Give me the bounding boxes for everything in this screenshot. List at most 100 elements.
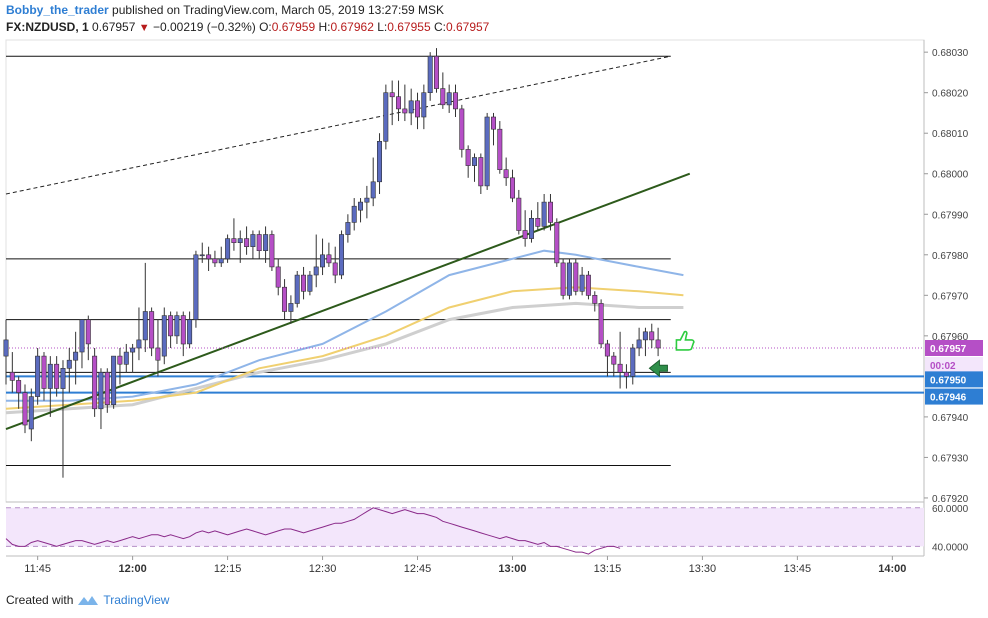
bull-candle [484,116,490,187]
bear-candle [604,343,610,357]
last-price: 0.67957 [92,20,136,34]
bear-candle [573,262,579,292]
current-price-tag-bg [925,340,983,356]
bull-candle [199,254,205,257]
bear-candle [149,311,155,349]
bear-candle [300,274,306,292]
bull-candle [218,258,224,264]
bull-candle [408,100,414,114]
high-value: 0.67962 [330,20,374,34]
bull-candle [351,205,357,223]
bear-candle [244,238,250,248]
x-tick-label: 11:45 [24,563,51,575]
high-label: H: [318,20,331,34]
bull-candle [579,274,585,292]
x-tick-label: 12:00 [119,563,147,575]
bull-candle [288,303,294,312]
bull-candle [250,234,256,247]
bear-candle [92,355,98,410]
bull-candle [35,355,41,397]
open-value: 0.67959 [271,20,316,34]
bear-candle [560,262,566,296]
tradingview-brand[interactable]: TradingView [103,593,170,607]
bull-candle [376,141,382,183]
bear-candle [497,128,503,170]
bull-candle [187,319,193,345]
low-label: L: [377,20,388,34]
footer: Created with TradingView [6,593,169,607]
bear-candle [414,100,420,118]
countdown-tag-bg [925,357,983,373]
bull-candle [193,254,199,320]
y-tick-label: 0.68020 [932,89,969,100]
bull-candle [636,339,642,349]
created-with-text: Created with [6,593,74,607]
bear-candle [231,238,237,244]
rsi-tick-label: 60.0000 [932,504,969,515]
bear-candle [117,355,123,365]
support-tag-upper-bg [925,371,983,388]
bull-candle [427,55,433,94]
bear-candle [459,108,465,150]
bull-candle [383,92,389,142]
bull-candle [111,355,117,406]
bear-candle [509,177,515,199]
bull-candle [528,218,534,239]
bear-candle [206,254,212,260]
bear-candle [256,234,262,252]
bull-candle [174,315,180,337]
bear-candle [465,149,471,166]
tradingview-logo-icon [78,596,99,605]
y-tick-label: 0.67990 [932,210,969,221]
y-tick-label: 0.68030 [932,48,969,59]
bear-candle [554,222,560,264]
y-tick-label: 0.67930 [932,453,969,464]
close-value: 0.67957 [445,20,490,34]
close-label: C: [433,20,446,34]
y-tick-label: 0.67970 [932,291,969,302]
bull-candle [630,347,636,377]
support-tag-upper: 0.67950 [930,375,967,386]
bull-candle [421,92,427,118]
down-arrow-icon: ▼ [138,22,150,34]
x-tick-label: 13:00 [498,563,526,575]
bear-candle [155,347,161,361]
bear-candle [535,218,541,227]
rsi-line [5,507,621,555]
rsi-tick-label: 40.0000 [932,542,969,553]
rsi-band [6,507,924,547]
bull-candle [130,347,136,353]
x-tick-label: 13:45 [784,563,812,575]
bull-candle [345,222,351,235]
bear-candle [585,274,591,296]
bear-candle [269,234,275,268]
x-tick-label: 13:15 [594,563,622,575]
author-name[interactable]: Bobby_the_trader [6,3,109,17]
bear-candle [85,319,91,345]
bear-candle [104,371,110,405]
bear-candle [547,201,553,223]
change-value: −0.00219 (−0.32%) [152,20,256,34]
bull-candle [566,262,572,296]
price-chart[interactable]: 0.68030 0.68020 0.68010 0.68000 0.67990 0.679… [0,0,988,580]
y-tick-label: 0.67920 [932,494,969,505]
bull-candle [307,274,313,292]
bear-candle [332,262,338,276]
x-tick-label: 12:45 [404,563,432,575]
bull-candle [364,197,370,203]
bear-candle [9,371,15,381]
x-tick-label: 12:15 [214,563,242,575]
bear-candle [478,157,484,187]
x-tick-label: 13:30 [689,563,717,575]
bull-candle [73,351,79,361]
dashed-trend-line [5,55,671,195]
published-info: published on TradingView.com, March 05, … [112,3,445,17]
bear-candle [503,169,509,179]
symbol-label: FX:NZDUSD, 1 [6,20,89,34]
bull-candle [313,266,319,276]
bear-candle [433,55,439,89]
open-label: O: [259,20,272,34]
support-tag-lower-bg [925,388,983,405]
bear-candle [54,363,60,389]
bear-candle [180,315,186,345]
